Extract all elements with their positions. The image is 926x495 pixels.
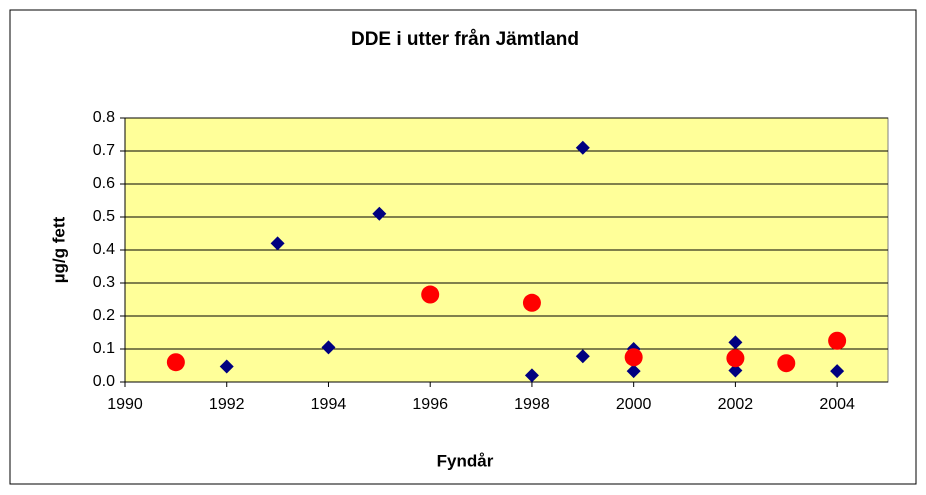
point	[421, 285, 440, 304]
point	[726, 349, 745, 368]
x-tick-label: 1994	[311, 396, 347, 413]
x-tick-label: 2000	[616, 396, 652, 413]
x-tick-label: 1996	[412, 396, 448, 413]
y-tick-label: 0.8	[93, 109, 115, 126]
point	[624, 348, 643, 367]
y-tick-label: 0.6	[93, 175, 115, 192]
point	[728, 363, 743, 378]
y-tick-label: 0.5	[93, 208, 115, 225]
point	[372, 206, 387, 221]
x-tick-label: 2002	[718, 396, 754, 413]
y-tick-label: 0.7	[93, 142, 115, 159]
y-tick-label: 0.4	[93, 241, 115, 258]
point	[626, 364, 641, 379]
point	[321, 340, 336, 355]
y-tick-label: 0.1	[93, 340, 115, 357]
y-axis-label: µg/g fett	[49, 216, 68, 283]
y-tick-label: 0.3	[93, 274, 115, 291]
chart-title: DDE i utter från Jämtland	[351, 29, 579, 50]
point	[828, 331, 847, 350]
point	[575, 349, 590, 364]
point	[830, 364, 845, 379]
y-tick-label: 0.0	[93, 373, 115, 390]
point	[777, 354, 796, 373]
point	[522, 293, 541, 312]
point	[728, 335, 743, 350]
x-axis-label: Fyndår	[437, 451, 494, 470]
point	[219, 359, 234, 374]
point	[270, 236, 285, 251]
point	[524, 368, 539, 383]
point	[575, 140, 590, 155]
x-tick-label: 1998	[514, 396, 550, 413]
x-tick-label: 1992	[209, 396, 245, 413]
point	[166, 353, 185, 372]
x-tick-label: 1990	[107, 396, 143, 413]
x-tick-label: 2004	[819, 396, 855, 413]
y-tick-label: 0.2	[93, 307, 115, 324]
